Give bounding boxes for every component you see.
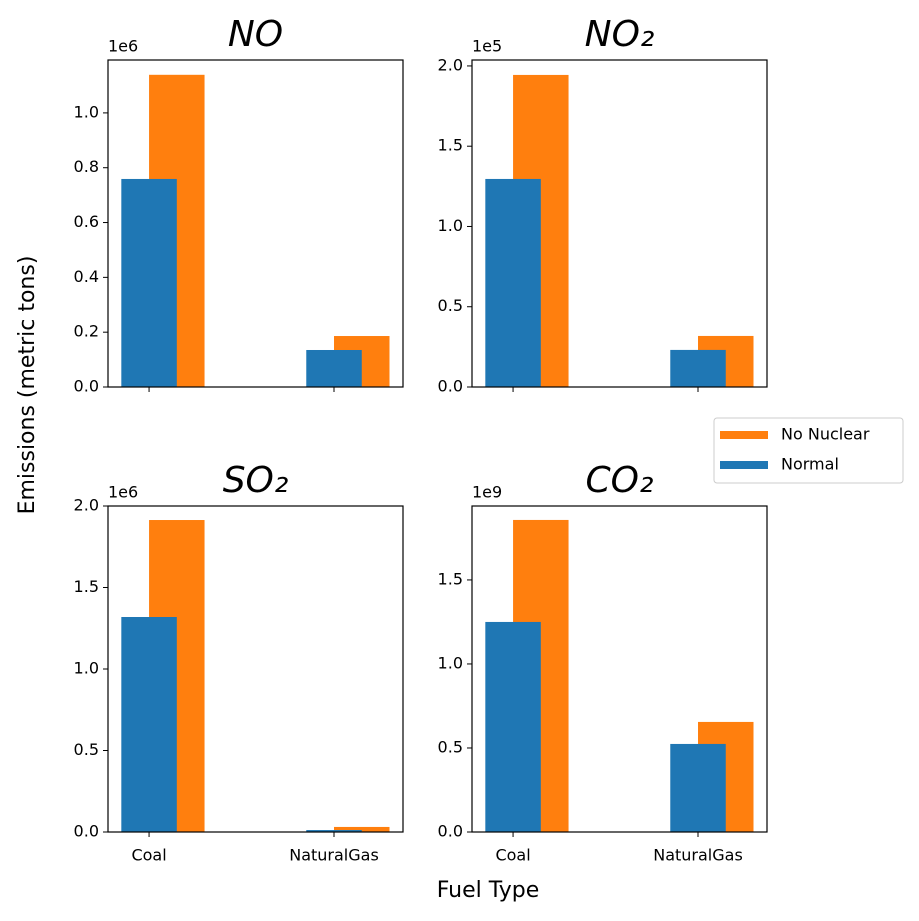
legend-label: No Nuclear [781,425,870,444]
axes-frame [107,59,404,388]
y-axis-label: Emissions (metric tons) [15,256,40,515]
bar [306,349,362,387]
y-tick-label: 1.0 [74,102,99,121]
bar [121,178,177,387]
x-tick-label: Coal [131,846,166,865]
y-tick-label: 0.0 [438,822,463,841]
legend-swatch [720,461,768,469]
y-tick-label: 0.8 [74,157,99,176]
y-tick-label: 2.0 [74,496,99,515]
y-tick-label: 0.2 [74,322,99,341]
bar [485,178,541,387]
y-tick-label: 0.4 [74,267,99,286]
x-tick-label: NaturalGas [653,846,743,865]
y-tick-label: 0.0 [74,377,99,396]
y-tick-label: 1.0 [438,653,463,672]
bar [670,743,726,832]
bar [306,830,362,832]
y-tick-label: 0.5 [438,296,463,315]
chart-title: NO₂ [585,14,655,55]
chart-title: CO₂ [586,460,654,501]
axes-frame [471,59,768,388]
y-tick-label: 0.0 [74,822,99,841]
x-tick-label: Coal [495,846,530,865]
y-tick-label: 0.5 [74,740,99,759]
y-tick-label: 2.0 [438,55,463,74]
y-tick-label: 1.5 [438,136,463,155]
bar [334,826,390,832]
offset-label: 1e9 [472,483,502,502]
y-tick-label: 1.0 [438,216,463,235]
bar [121,617,177,832]
x-axis-label: Fuel Type [437,878,540,903]
offset-label: 1e6 [108,37,138,56]
y-tick-label: 1.5 [438,569,463,588]
chart-title: SO₂ [223,460,289,501]
axes-frame [471,505,768,833]
x-tick-label: NaturalGas [289,846,379,865]
bar [485,621,541,832]
chart-title: NO [228,14,283,55]
y-tick-label: 0.6 [74,212,99,231]
offset-label: 1e6 [108,483,138,502]
bar [670,349,726,387]
y-tick-label: 0.5 [438,737,463,756]
legend-label: Normal [781,455,839,474]
y-tick-label: 0.0 [438,377,463,396]
y-tick-label: 1.5 [74,577,99,596]
legend-swatch [720,431,768,439]
offset-label: 1e5 [472,37,502,56]
y-tick-label: 1.0 [74,659,99,678]
